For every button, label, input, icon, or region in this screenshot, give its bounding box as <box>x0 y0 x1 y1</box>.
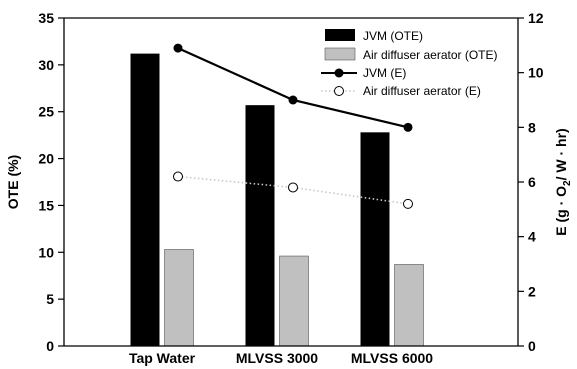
left-tick-label: 15 <box>38 197 54 213</box>
legend-label-diffuser-ote: Air diffuser aerator (OTE) <box>363 48 497 62</box>
point-air-diffuser-aerator-e-mlvss-3000 <box>288 182 298 193</box>
legend: JVM (OTE) Air diffuser aerator (OTE) JVM… <box>321 29 497 98</box>
right-axis-title-end: hr) <box>553 128 569 147</box>
bar-air-diffuser-aerator-ote-tap-water <box>164 249 194 347</box>
left-tick-label: 35 <box>38 10 54 26</box>
right-axis-title-o: O <box>553 186 569 197</box>
point-jvm-e-mlvss-3000 <box>288 95 298 105</box>
legend-swatch-diffuser-ote <box>324 47 356 61</box>
right-axis-title-prefix: E (g <box>553 209 569 235</box>
left-tick-label: 0 <box>46 338 54 354</box>
right-axis-title-dot-2: · <box>553 147 569 159</box>
right-tick-label: 4 <box>528 229 536 245</box>
legend-marker-jvm-e <box>334 68 344 78</box>
point-jvm-e-tap-water <box>173 43 183 53</box>
bar-jvm-ote-mlvss-3000 <box>245 105 275 346</box>
category-label-mlvss-6000: MLVSS 6000 <box>351 350 433 366</box>
point-air-diffuser-aerator-e-mlvss-6000 <box>403 198 413 209</box>
point-jvm-e-mlvss-6000 <box>403 122 413 132</box>
point-air-diffuser-aerator-e-tap-water <box>173 171 183 182</box>
legend-label-jvm-e: JVM (E) <box>363 66 406 80</box>
line-air-diffuser-aerator-e <box>177 175 409 205</box>
right-axis-ticks: 0 2 4 6 8 10 12 <box>518 10 544 354</box>
left-tick-label: 25 <box>38 104 54 120</box>
bar-jvm-ote-mlvss-6000 <box>360 132 390 346</box>
right-axis-title-dot-1: · <box>553 197 569 209</box>
right-tick-label: 0 <box>528 338 536 354</box>
bar-air-diffuser-aerator-ote-mlvss-6000 <box>394 264 424 347</box>
legend-label-diffuser-e: Air diffuser aerator (E) <box>363 84 481 98</box>
legend-marker-diffuser-e <box>334 86 344 96</box>
bar-jvm-ote-tap-water <box>130 53 160 347</box>
left-tick-label: 20 <box>38 151 54 167</box>
right-tick-label: 2 <box>528 283 536 299</box>
right-tick-label: 8 <box>528 119 536 135</box>
lines-group <box>173 43 413 209</box>
legend-label-jvm-ote: JVM (OTE) <box>363 29 423 43</box>
bar-air-diffuser-aerator-ote-mlvss-3000 <box>279 255 309 347</box>
right-axis-title-subscript: 2 <box>562 180 573 186</box>
legend-swatch-jvm-ote <box>325 29 355 41</box>
category-label-mlvss-3000: MLVSS 3000 <box>236 350 318 366</box>
right-axis-title-suffix: / W <box>553 159 569 181</box>
right-tick-label: 10 <box>528 65 544 81</box>
right-tick-label: 12 <box>528 10 544 26</box>
left-tick-label: 5 <box>46 291 54 307</box>
left-axis-title: OTE (%) <box>5 155 21 209</box>
right-tick-label: 6 <box>528 174 536 190</box>
right-axis-title: E (g · O2/ W · hr) <box>553 128 573 235</box>
category-label-tap-water: Tap Water <box>129 350 196 366</box>
category-labels: Tap Water MLVSS 3000 MLVSS 6000 <box>129 350 433 366</box>
bars-group <box>130 53 424 347</box>
left-tick-label: 30 <box>38 57 54 73</box>
left-axis-ticks: 0 5 10 15 20 25 30 35 <box>38 10 64 354</box>
left-tick-label: 10 <box>38 244 54 260</box>
